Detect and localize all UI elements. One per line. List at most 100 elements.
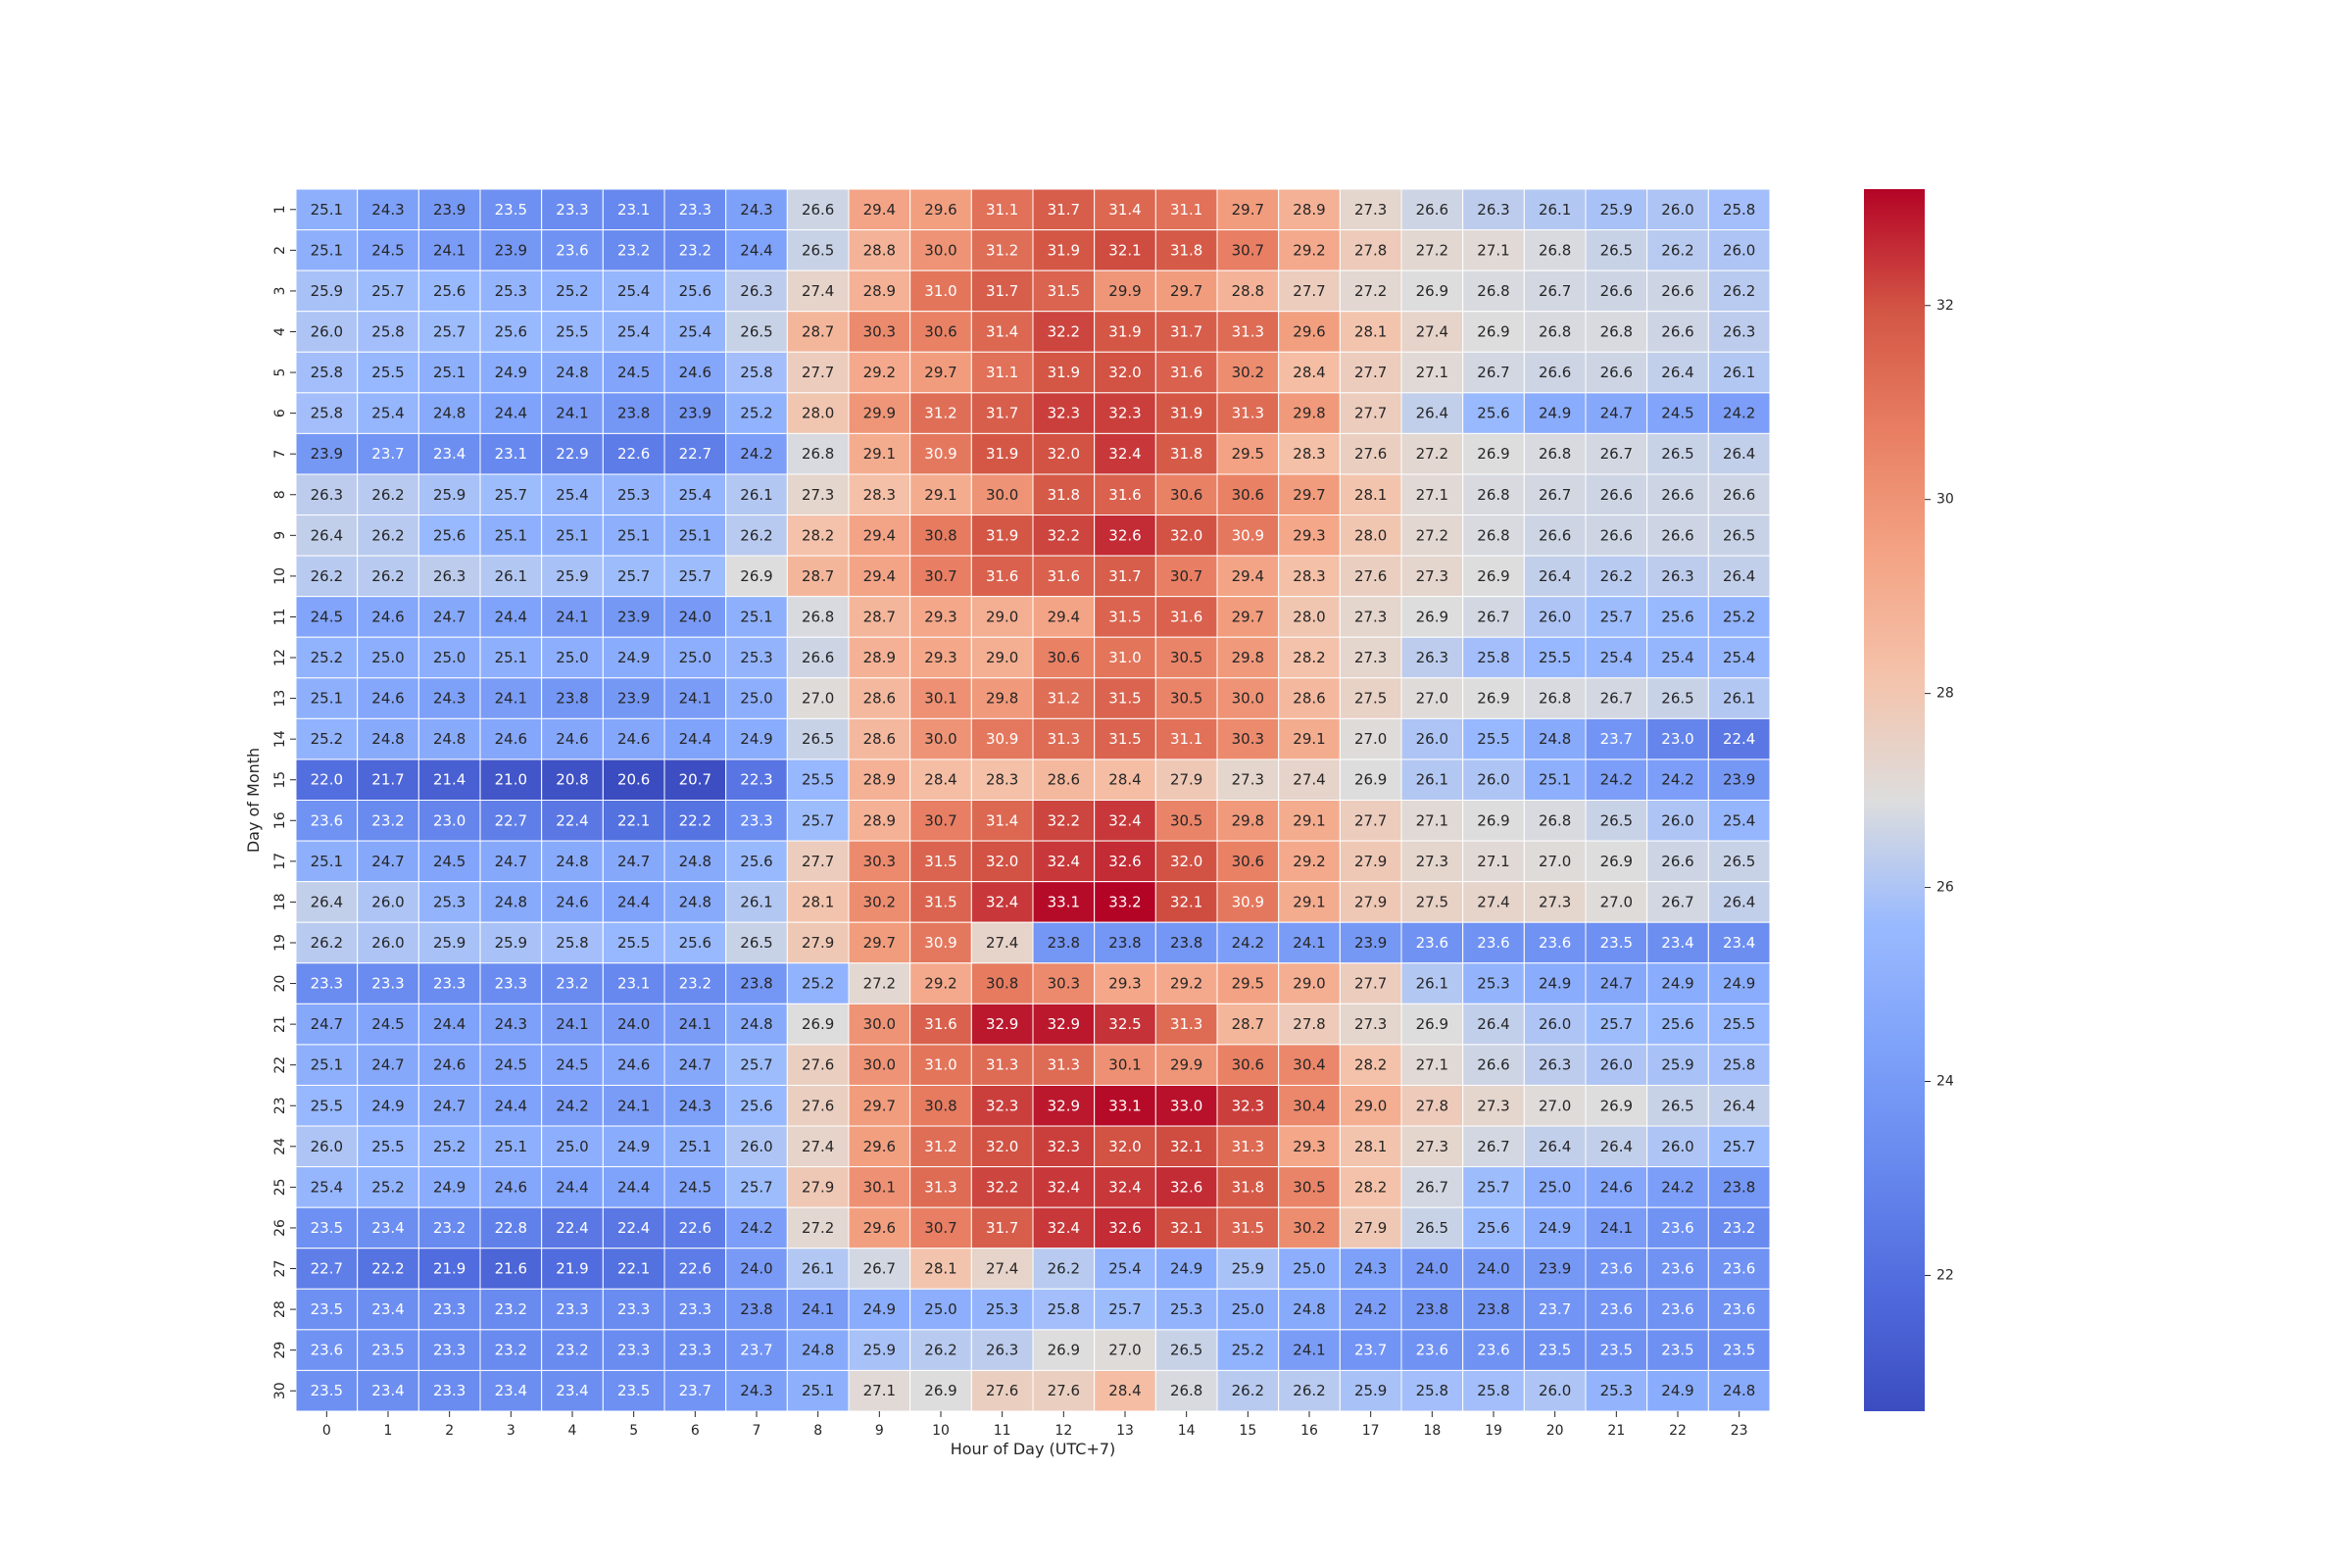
y-tick-label: 30 [272, 1382, 288, 1399]
cell-value-label: 31.6 [1108, 486, 1141, 504]
cell-value-label: 26.4 [1661, 364, 1693, 381]
cell-value-label: 27.2 [863, 975, 896, 993]
heatmap-cell [786, 881, 850, 923]
y-tick-label: 17 [272, 853, 288, 870]
cell-value-label: 24.5 [556, 1056, 588, 1074]
cell-value-label: 24.4 [433, 1015, 466, 1033]
x-tick-label: 7 [753, 1423, 761, 1439]
heatmap-cell [909, 596, 972, 638]
heatmap-cell [848, 555, 911, 598]
heatmap-cell [725, 432, 788, 475]
cell-value-label: 29.9 [1170, 1056, 1202, 1074]
cell-value-label: 23.6 [1539, 934, 1571, 952]
cell-value-label: 23.1 [495, 445, 527, 463]
cell-value-label: 25.2 [1723, 608, 1755, 625]
cell-value-label: 26.0 [1416, 730, 1448, 748]
cell-value-label: 27.1 [1416, 811, 1448, 829]
cell-value-label: 23.0 [1661, 730, 1693, 748]
cell-value-label: 23.2 [679, 975, 711, 993]
cell-value-label: 27.6 [802, 1056, 834, 1074]
cell-value-label: 31.6 [986, 567, 1018, 585]
heatmap-cell [541, 1166, 604, 1208]
heatmap-cell [1094, 881, 1156, 923]
cell-value-label: 24.9 [1723, 975, 1755, 993]
cell-value-label: 27.8 [1354, 241, 1387, 259]
cell-value-label: 25.4 [556, 486, 588, 504]
cell-value-label: 23.6 [1723, 1300, 1755, 1318]
cell-value-label: 25.2 [311, 649, 343, 666]
cell-value-label: 26.4 [1416, 405, 1448, 422]
cell-value-label: 25.9 [1232, 1260, 1264, 1278]
cell-value-label: 25.5 [1477, 730, 1509, 748]
heatmap-cell [848, 596, 911, 638]
cell-value-label: 25.7 [1600, 608, 1633, 625]
heatmap-cell [1400, 1003, 1464, 1046]
cell-value-label: 31.4 [986, 811, 1018, 829]
cell-value-label: 25.6 [679, 282, 711, 300]
heatmap-cell [786, 311, 850, 353]
cell-value-label: 26.2 [924, 1342, 956, 1359]
cell-value-label: 25.6 [740, 853, 772, 870]
cell-value-label: 23.3 [556, 1300, 588, 1318]
cell-value-label: 26.8 [802, 445, 834, 463]
cell-value-label: 23.3 [433, 1342, 466, 1359]
cell-value-label: 31.3 [1170, 1015, 1202, 1033]
heatmap-cell [1523, 800, 1587, 842]
cell-value-label: 27.1 [863, 1382, 896, 1399]
heatmap-cell [1523, 1288, 1587, 1331]
cell-value-label: 31.8 [1232, 1178, 1264, 1196]
cell-value-label: 25.7 [802, 811, 834, 829]
cell-value-label: 26.2 [1293, 1382, 1325, 1399]
heatmap-cell [1216, 1369, 1280, 1412]
heatmap-cell [541, 1084, 604, 1127]
cell-value-label: 23.3 [556, 201, 588, 219]
heatmap-cell [1154, 311, 1218, 353]
cell-value-label: 23.3 [433, 975, 466, 993]
heatmap-cell [1032, 1166, 1096, 1208]
heatmap-cell [1216, 1125, 1280, 1168]
cell-value-label: 27.3 [1416, 1138, 1448, 1155]
cell-value-label: 25.0 [1293, 1260, 1325, 1278]
cell-value-label: 25.4 [1723, 649, 1755, 666]
cell-value-label: 30.6 [1232, 853, 1264, 870]
cell-value-label: 31.4 [986, 322, 1018, 340]
heatmap-cell [295, 555, 359, 598]
heatmap-cell [1216, 1248, 1280, 1290]
cell-value-label: 26.9 [1600, 1097, 1633, 1114]
cell-value-label: 28.2 [1354, 1056, 1387, 1074]
y-tick-label: 7 [272, 450, 288, 459]
cell-value-label: 26.9 [924, 1382, 956, 1399]
heatmap-cell [417, 270, 481, 313]
cell-value-label: 30.3 [1048, 975, 1080, 993]
heatmap-cell [1339, 432, 1402, 475]
cell-value-label: 24.3 [495, 1015, 527, 1033]
cell-value-label: 24.2 [556, 1097, 588, 1114]
colorbar-tick-label: 30 [1936, 492, 1954, 508]
cell-value-label: 26.9 [1416, 1015, 1448, 1033]
cell-value-label: 24.9 [617, 1138, 650, 1155]
cell-value-label: 32.0 [986, 1138, 1018, 1155]
heatmap-cell [663, 270, 727, 313]
cell-value-label: 23.9 [311, 445, 343, 463]
cell-value-label: 26.5 [1661, 445, 1693, 463]
cell-value-label: 32.6 [1108, 853, 1141, 870]
cell-value-label: 23.5 [495, 201, 527, 219]
cell-value-label: 32.0 [1170, 526, 1202, 544]
cell-value-label: 23.1 [617, 201, 650, 219]
cell-value-label: 23.6 [1477, 934, 1509, 952]
cell-value-label: 29.2 [863, 364, 896, 381]
heatmap-cell [1585, 1206, 1648, 1250]
cell-value-label: 25.6 [433, 526, 466, 544]
x-tick-label: 0 [322, 1423, 331, 1439]
cell-value-label: 27.0 [1354, 730, 1387, 748]
cell-value-label: 24.8 [371, 730, 404, 748]
cell-value-label: 30.1 [863, 1178, 896, 1196]
cell-value-label: 27.0 [802, 690, 834, 708]
cell-value-label: 32.3 [986, 1097, 1018, 1114]
heatmap-cell [909, 759, 972, 802]
cell-value-label: 26.0 [1539, 1382, 1571, 1399]
cell-value-label: 25.9 [495, 934, 527, 952]
heatmap-cell [1707, 1206, 1771, 1250]
cell-value-label: 23.5 [371, 1342, 404, 1359]
cell-value-label: 26.0 [1661, 811, 1693, 829]
